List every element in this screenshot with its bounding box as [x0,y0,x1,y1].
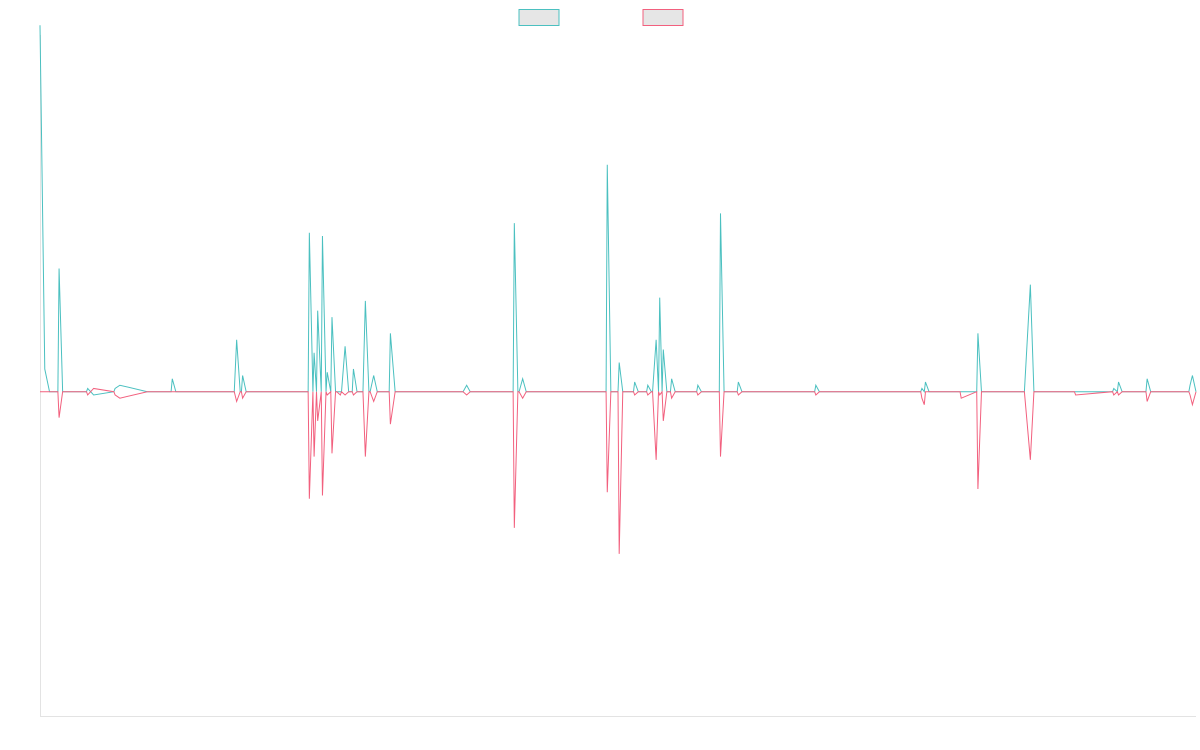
series-line-2 [40,387,1197,554]
series-line-1 [39,25,1197,396]
series-layer [39,25,1197,554]
legend-swatch-2[interactable] [642,9,684,26]
legend-swatch-1[interactable] [518,9,560,26]
axes [40,35,1196,717]
legend[interactable] [518,9,684,26]
